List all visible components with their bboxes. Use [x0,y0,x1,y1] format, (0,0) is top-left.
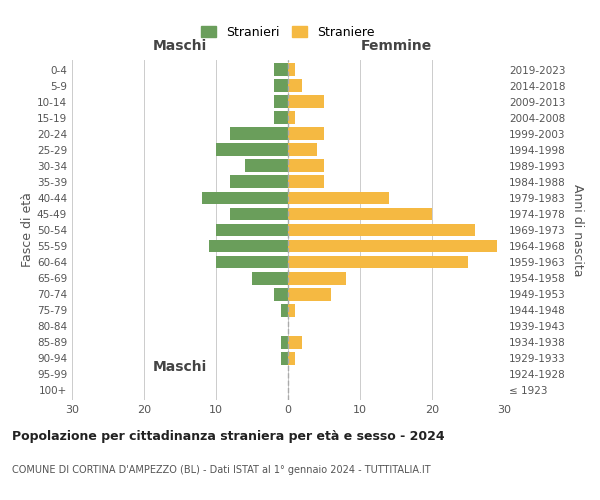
Text: Maschi: Maschi [153,360,207,374]
Bar [245,160,288,172]
Bar [216,144,288,156]
Bar [209,240,288,252]
Bar [288,160,324,172]
Bar [281,352,288,364]
Bar [288,192,389,204]
Bar [288,208,432,220]
Bar [288,224,475,236]
Bar [274,112,288,124]
Text: Popolazione per cittadinanza straniera per età e sesso - 2024: Popolazione per cittadinanza straniera p… [12,430,445,443]
Y-axis label: Fasce di età: Fasce di età [21,192,34,268]
Bar [288,128,324,140]
Text: Femmine: Femmine [361,39,431,53]
Bar [216,256,288,268]
Bar [288,79,302,92]
Bar [288,336,302,348]
Bar [281,304,288,316]
Bar [281,336,288,348]
Legend: Stranieri, Straniere: Stranieri, Straniere [197,22,379,42]
Bar [288,304,295,316]
Bar [202,192,288,204]
Bar [216,224,288,236]
Bar [274,63,288,76]
Bar [288,352,295,364]
Bar [252,272,288,284]
Bar [230,208,288,220]
Bar [288,176,324,188]
Bar [288,144,317,156]
Bar [274,288,288,300]
Bar [230,128,288,140]
Bar [230,176,288,188]
Bar [288,256,468,268]
Y-axis label: Anni di nascita: Anni di nascita [571,184,584,276]
Text: Maschi: Maschi [153,39,207,53]
Bar [288,96,324,108]
Bar [288,240,497,252]
Text: COMUNE DI CORTINA D'AMPEZZO (BL) - Dati ISTAT al 1° gennaio 2024 - TUTTITALIA.IT: COMUNE DI CORTINA D'AMPEZZO (BL) - Dati … [12,465,431,475]
Bar [274,79,288,92]
Bar [288,288,331,300]
Bar [288,272,346,284]
Bar [274,96,288,108]
Bar [288,112,295,124]
Bar [288,63,295,76]
